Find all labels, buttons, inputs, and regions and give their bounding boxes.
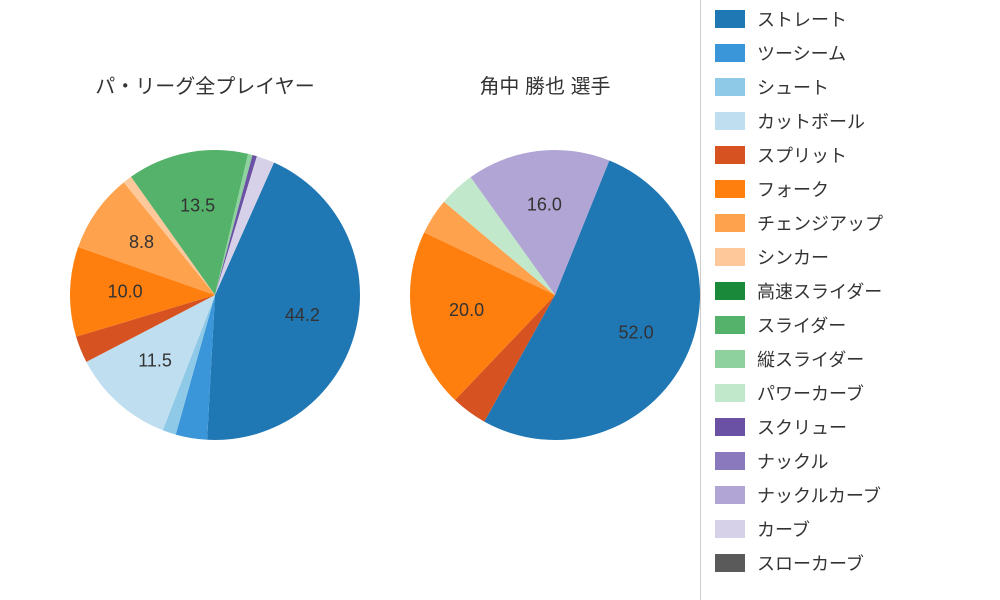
- legend-item: カーブ: [715, 516, 988, 542]
- pie-slice-label: 11.5: [138, 351, 172, 371]
- legend-label: ナックル: [757, 448, 828, 474]
- pie-slice-label: 10.0: [108, 282, 143, 302]
- legend-item: 高速スライダー: [715, 278, 988, 304]
- legend-swatch: [715, 282, 745, 300]
- legend-swatch: [715, 214, 745, 232]
- legend-swatch: [715, 316, 745, 334]
- legend: ストレートツーシームシュートカットボールスプリットフォークチェンジアップシンカー…: [700, 0, 1000, 600]
- legend-swatch: [715, 10, 745, 28]
- legend-item: スライダー: [715, 312, 988, 338]
- pie-slice-label: 8.8: [129, 232, 154, 252]
- legend-label: スプリット: [757, 142, 847, 168]
- legend-item: シンカー: [715, 244, 988, 270]
- legend-item: 縦スライダー: [715, 346, 988, 372]
- pie-slice-label: 52.0: [619, 323, 654, 343]
- legend-item: カットボール: [715, 108, 988, 134]
- legend-swatch: [715, 44, 745, 62]
- legend-swatch: [715, 554, 745, 572]
- legend-label: シンカー: [757, 244, 829, 270]
- legend-item: ナックルカーブ: [715, 482, 988, 508]
- legend-label: カットボール: [757, 108, 865, 134]
- pie-slice-label: 16.0: [527, 194, 562, 214]
- legend-label: スライダー: [757, 312, 846, 338]
- legend-item: スクリュー: [715, 414, 988, 440]
- legend-item: パワーカーブ: [715, 380, 988, 406]
- pie-chart-player: 52.0 20.0 16.0: [400, 140, 710, 450]
- legend-swatch: [715, 418, 745, 436]
- legend-swatch: [715, 384, 745, 402]
- legend-swatch: [715, 112, 745, 130]
- legend-item: スローカーブ: [715, 550, 988, 576]
- legend-item: スプリット: [715, 142, 988, 168]
- chart-title-player: 角中 勝也 選手: [395, 70, 695, 99]
- legend-label: カーブ: [757, 516, 810, 542]
- figure: パ・リーグ全プレイヤー 角中 勝也 選手 44.2 11.5 10.0 8.8 13.5…: [0, 0, 1000, 600]
- legend-item: ツーシーム: [715, 40, 988, 66]
- legend-item: フォーク: [715, 176, 988, 202]
- pie-slice-label: 44.2: [285, 305, 320, 325]
- legend-item: ストレート: [715, 6, 988, 32]
- legend-item: シュート: [715, 74, 988, 100]
- legend-label: 高速スライダー: [757, 278, 882, 304]
- pie-slice-label: 20.0: [449, 300, 484, 320]
- legend-label: ツーシーム: [757, 40, 846, 66]
- legend-label: 縦スライダー: [757, 346, 864, 372]
- legend-swatch: [715, 520, 745, 538]
- legend-swatch: [715, 180, 745, 198]
- legend-label: ナックルカーブ: [757, 482, 881, 508]
- legend-label: ストレート: [757, 6, 847, 32]
- pie-slice-label: 13.5: [180, 196, 215, 216]
- legend-item: ナックル: [715, 448, 988, 474]
- legend-label: スローカーブ: [757, 550, 864, 576]
- legend-swatch: [715, 78, 745, 96]
- legend-swatch: [715, 248, 745, 266]
- legend-label: スクリュー: [757, 414, 847, 440]
- legend-swatch: [715, 452, 745, 470]
- pie-chart-league: 44.2 11.5 10.0 8.8 13.5: [60, 140, 370, 450]
- legend-label: チェンジアップ: [757, 210, 883, 236]
- legend-label: フォーク: [757, 176, 829, 202]
- legend-label: パワーカーブ: [757, 380, 864, 406]
- legend-swatch: [715, 350, 745, 368]
- legend-label: シュート: [757, 74, 829, 100]
- legend-swatch: [715, 486, 745, 504]
- chart-title-league: パ・リーグ全プレイヤー: [55, 70, 355, 99]
- legend-item: チェンジアップ: [715, 210, 988, 236]
- legend-swatch: [715, 146, 745, 164]
